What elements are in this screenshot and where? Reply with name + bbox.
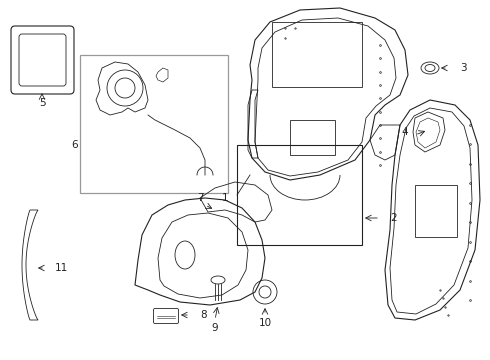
Text: 8: 8 <box>200 310 207 320</box>
Bar <box>290 120 335 155</box>
Bar <box>80 55 228 193</box>
Text: 1: 1 <box>221 193 228 203</box>
Text: 5: 5 <box>39 98 45 108</box>
Bar <box>237 145 362 245</box>
Text: 3: 3 <box>460 63 466 73</box>
Text: 7: 7 <box>196 193 203 203</box>
Text: 11: 11 <box>55 263 68 273</box>
Text: 9: 9 <box>212 323 219 333</box>
Bar <box>415 185 457 237</box>
Text: 6: 6 <box>72 140 78 150</box>
Bar <box>272 22 362 87</box>
Text: 2: 2 <box>390 213 396 223</box>
Text: 10: 10 <box>258 318 271 328</box>
Text: 4: 4 <box>401 127 408 137</box>
